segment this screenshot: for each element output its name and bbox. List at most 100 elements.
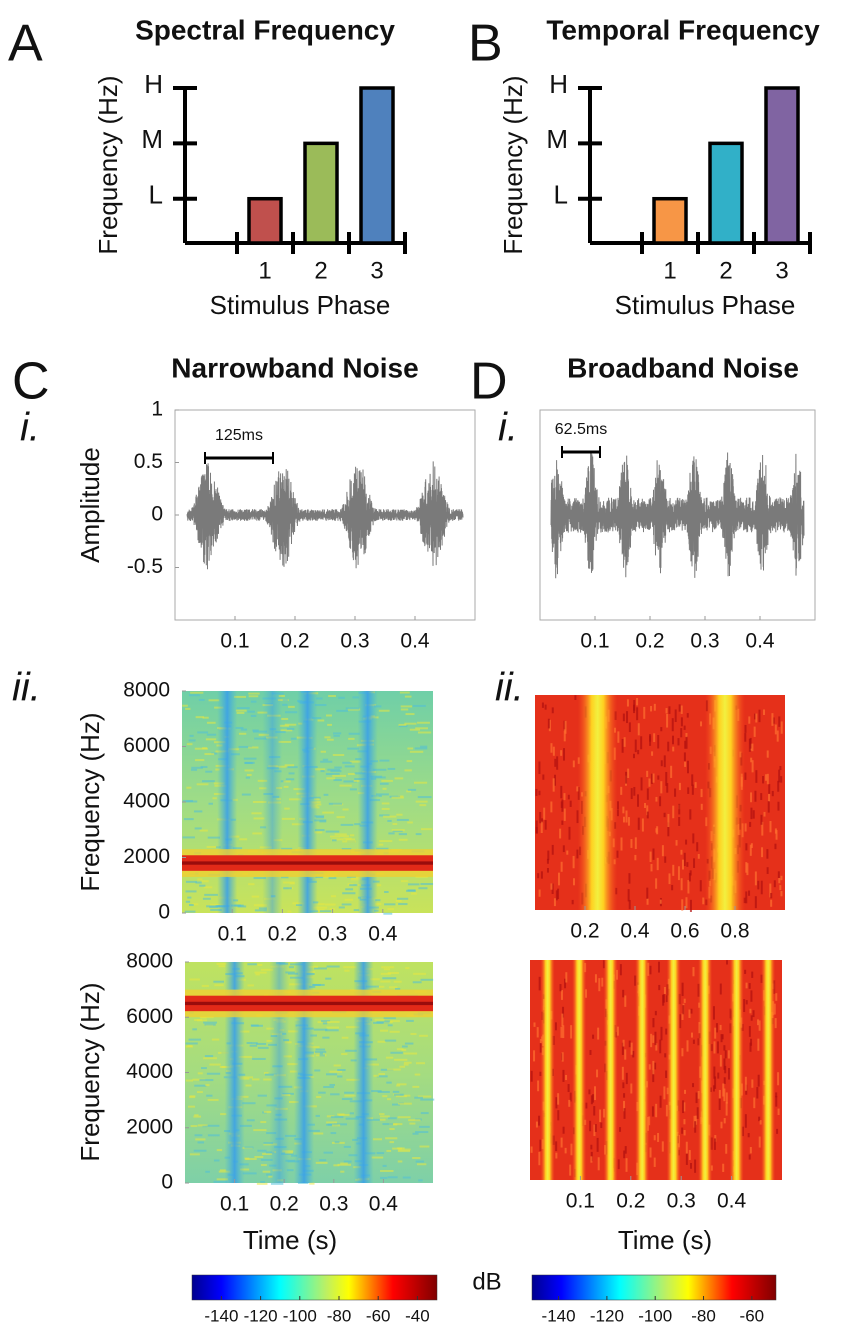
spectrogram-texture (662, 994, 665, 1003)
spectrogram-texture (689, 899, 692, 912)
spectrogram-texture (560, 801, 563, 808)
spectrogram-texture (404, 1042, 414, 1045)
spectrogram-texture (383, 1017, 396, 1020)
spectrogram-texture (340, 823, 354, 826)
spectrogram-texture (681, 1048, 684, 1057)
spectrogram-texture (326, 777, 336, 780)
spectrogram-texture (345, 838, 356, 841)
spectrogram-texture (218, 965, 226, 968)
spectrogram-texture (754, 896, 757, 909)
bar (247, 196, 283, 245)
spectrogram-texture (412, 1132, 419, 1135)
spectrogram-texture (212, 797, 217, 800)
waveform-trace (186, 461, 464, 570)
x-tick-label: 1 (258, 257, 271, 284)
spectrogram-texture (623, 1093, 626, 1098)
spectrogram-texture (555, 1097, 558, 1109)
spectrogram-texture (287, 1160, 300, 1163)
spectrogram-texture (200, 1016, 207, 1019)
spectrogram-texture (344, 1091, 355, 1094)
spectrogram-texture (688, 1009, 691, 1018)
panel-letter: D (470, 353, 508, 411)
spectrogram-texture (308, 1129, 320, 1132)
spectrogram-texture (576, 786, 579, 792)
spectrogram-texture (247, 963, 257, 966)
spectrogram-texture (372, 1018, 385, 1021)
spectrogram-texture (250, 700, 257, 703)
spectrogram-texture (407, 883, 420, 886)
spectrogram-texture (322, 1036, 330, 1039)
x-tick-label: 0.2 (268, 923, 297, 946)
spectrogram-texture (414, 1096, 423, 1099)
spectrogram-texture (280, 780, 286, 783)
spectrogram-texture (383, 815, 397, 818)
spectrogram-texture (253, 817, 265, 820)
spectrogram-texture (389, 1128, 395, 1131)
spectrogram-texture (650, 705, 653, 712)
spectrogram-texture (576, 849, 579, 859)
spectrogram-texture (568, 826, 571, 840)
spectrogram-texture (393, 980, 402, 983)
spectrogram-texture (202, 780, 215, 783)
spectrogram-texture (627, 889, 630, 902)
spectrogram-texture (748, 1026, 751, 1037)
spectrogram-texture (279, 724, 289, 727)
spectrogram-texture (245, 776, 251, 779)
spectrogram-texture (326, 1073, 338, 1076)
spectrogram-texture (415, 800, 428, 803)
spectrogram-texture (555, 1152, 558, 1159)
spectrogram-texture (250, 714, 257, 717)
spectrogram-texture (646, 811, 649, 819)
spectrogram-texture (727, 1050, 730, 1059)
spectrogram-texture (420, 978, 434, 981)
spectrogram-texture (777, 780, 780, 792)
spectrogram-texture (637, 749, 640, 755)
spectrogram-texture (341, 1098, 353, 1101)
spectrogram-texture (722, 1163, 725, 1172)
spectrogram-texture (313, 906, 328, 909)
spectrogram-texture (592, 1094, 595, 1103)
spectrogram-texture (743, 999, 746, 1013)
subpanel-label: ii. (495, 666, 524, 710)
spectrogram-texture (718, 1098, 721, 1110)
spectrogram-texture (381, 802, 390, 805)
spectrogram-texture (418, 887, 428, 890)
spectrogram-texture (542, 774, 545, 780)
spectrogram-texture (717, 1072, 720, 1079)
spectrogram-texture (343, 1160, 352, 1163)
spectrogram-texture (327, 1020, 340, 1023)
spectrogram-texture (594, 1124, 597, 1132)
spectrogram-texture (561, 820, 564, 825)
spectrogram-texture (636, 698, 639, 706)
spectrogram-texture (572, 878, 575, 886)
spectrogram-texture (263, 1072, 269, 1075)
spectrogram-texture (349, 1112, 354, 1115)
spectrogram-texture (239, 1076, 253, 1079)
spectrogram-texture (260, 1121, 267, 1124)
spectrogram-texture (650, 773, 653, 784)
spectrogram-texture (668, 873, 671, 885)
spectrogram-texture (260, 1181, 266, 1184)
spectrogram-texture (371, 1156, 384, 1159)
spectrogram-texture (255, 973, 260, 976)
spectrogram-texture (387, 971, 399, 974)
spectrogram-texture (219, 1065, 227, 1068)
spectrogram-texture (596, 1069, 599, 1078)
spectrogram-texture (380, 1068, 394, 1071)
spectrogram-texture (687, 787, 690, 794)
spectrogram-texture (748, 890, 751, 896)
spectrogram-texture (658, 984, 661, 991)
spectrogram-texture (649, 851, 652, 863)
spectrogram-texture (220, 1113, 227, 1116)
spectrogram-texture (190, 691, 204, 694)
spectrogram-texture (726, 960, 729, 965)
spectrogram-texture (672, 805, 675, 819)
spectrogram-texture (655, 878, 658, 889)
spectrogram-texture (749, 844, 752, 856)
spectrogram-texture (680, 728, 683, 738)
spectrogram-texture (314, 831, 323, 834)
spectrogram-texture (685, 735, 688, 749)
spectrogram-texture (672, 746, 675, 752)
spectrogram-texture (326, 738, 334, 741)
spectrogram-texture (694, 782, 697, 788)
